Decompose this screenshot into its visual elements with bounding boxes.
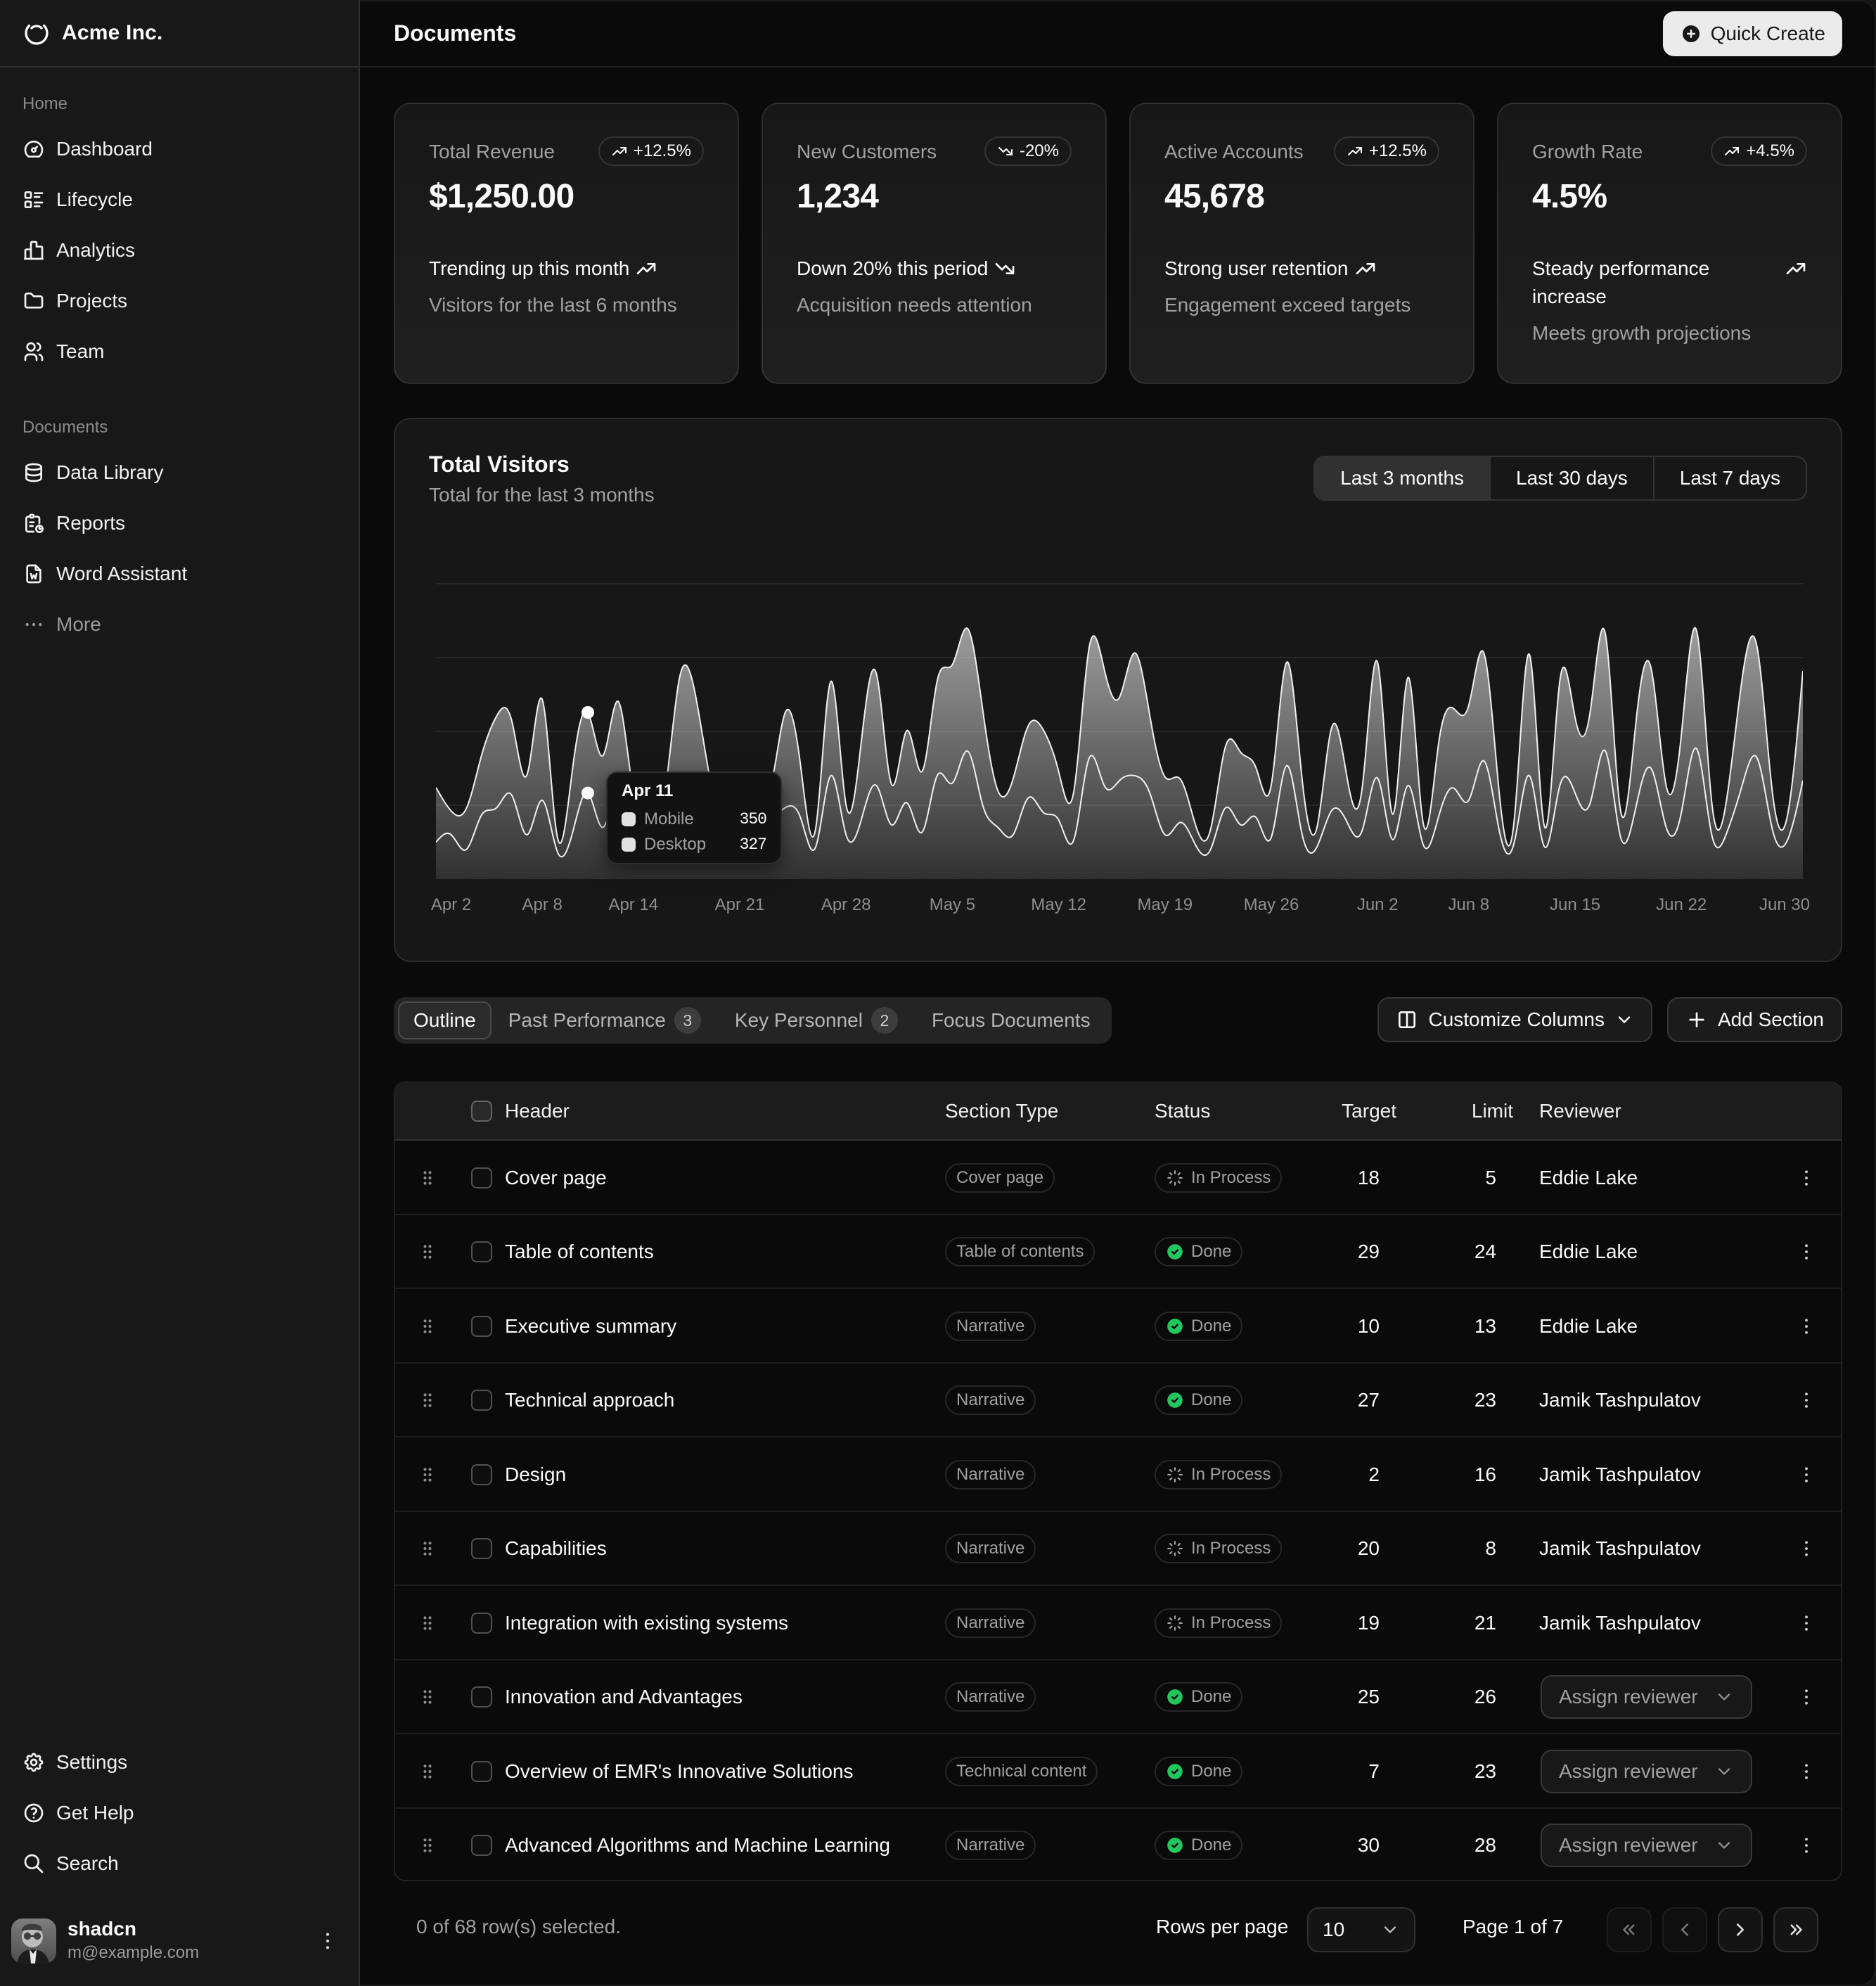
svg-text:May 5: May 5 [930,895,975,914]
svg-text:Apr 28: Apr 28 [821,895,871,914]
svg-text:Apr 21: Apr 21 [715,895,765,914]
svg-text:Jun 2: Jun 2 [1357,895,1399,914]
svg-text:Apr 8: Apr 8 [522,895,563,914]
svg-text:May 26: May 26 [1244,895,1299,914]
svg-text:Apr 2: Apr 2 [431,895,471,914]
svg-text:May 12: May 12 [1031,895,1086,914]
svg-text:Jun 30: Jun 30 [1759,895,1810,914]
svg-text:Apr 14: Apr 14 [608,895,658,914]
svg-text:Jun 8: Jun 8 [1448,895,1489,914]
svg-text:May 19: May 19 [1137,895,1193,914]
svg-text:Jun 22: Jun 22 [1656,895,1707,914]
svg-text:Jun 15: Jun 15 [1550,895,1600,914]
